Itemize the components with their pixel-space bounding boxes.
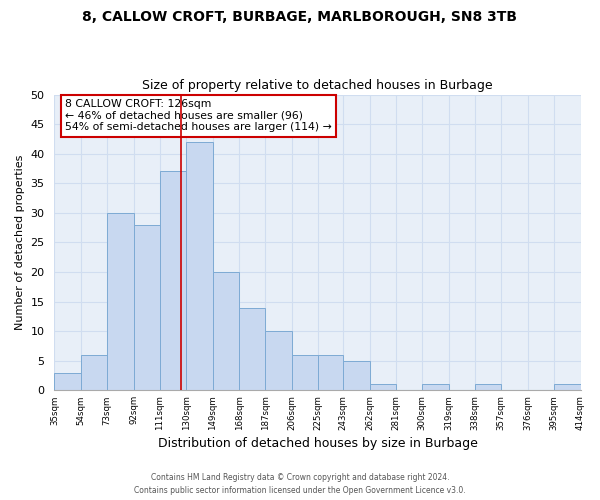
Bar — [107, 213, 134, 390]
Bar — [55, 372, 81, 390]
Bar — [292, 355, 318, 390]
Bar — [343, 360, 370, 390]
Title: Size of property relative to detached houses in Burbage: Size of property relative to detached ho… — [142, 79, 493, 92]
Bar — [160, 172, 186, 390]
Bar — [422, 384, 449, 390]
Text: 8 CALLOW CROFT: 126sqm
← 46% of detached houses are smaller (96)
54% of semi-det: 8 CALLOW CROFT: 126sqm ← 46% of detached… — [65, 99, 332, 132]
Bar — [554, 384, 581, 390]
Bar — [475, 384, 502, 390]
Y-axis label: Number of detached properties: Number of detached properties — [15, 154, 25, 330]
Bar — [265, 331, 292, 390]
Bar — [81, 355, 107, 390]
Text: 8, CALLOW CROFT, BURBAGE, MARLBOROUGH, SN8 3TB: 8, CALLOW CROFT, BURBAGE, MARLBOROUGH, S… — [83, 10, 517, 24]
Text: Contains HM Land Registry data © Crown copyright and database right 2024.
Contai: Contains HM Land Registry data © Crown c… — [134, 474, 466, 495]
Bar — [239, 308, 265, 390]
Bar — [318, 355, 343, 390]
Bar — [134, 224, 160, 390]
Bar — [370, 384, 396, 390]
X-axis label: Distribution of detached houses by size in Burbage: Distribution of detached houses by size … — [158, 437, 478, 450]
Bar — [186, 142, 212, 390]
Bar — [212, 272, 239, 390]
